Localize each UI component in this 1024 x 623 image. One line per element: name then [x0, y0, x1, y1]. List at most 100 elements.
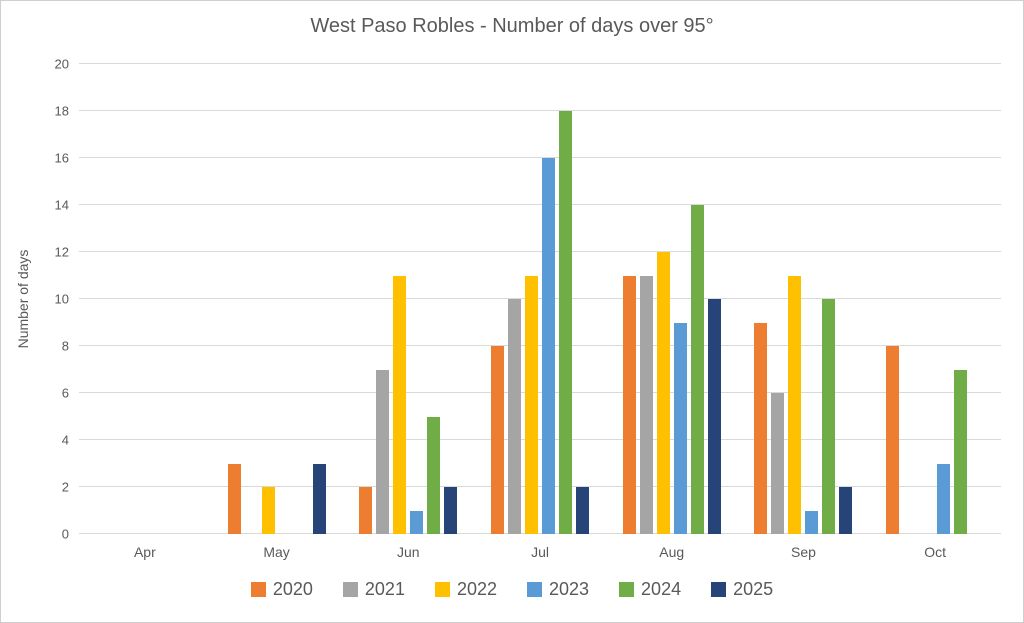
gridline [79, 251, 1001, 252]
bar-slot [410, 64, 424, 534]
legend-swatch-2024 [619, 582, 635, 597]
bar-slot [822, 64, 836, 534]
bar-slot [245, 64, 258, 534]
bar-slot [622, 64, 636, 534]
bar-2024-aug [690, 205, 704, 534]
gridline [79, 110, 1001, 111]
legend-label-2020: 2020 [272, 579, 313, 599]
bar-2023-jul [542, 158, 556, 534]
bar-slot [639, 64, 653, 534]
bar-group-jun [342, 64, 474, 534]
bar-2023-sep [805, 510, 819, 534]
gridline [79, 392, 1001, 393]
bar-slot [673, 64, 687, 534]
bar-2022-may [261, 487, 275, 534]
bar-slot [971, 64, 984, 534]
bar-slot [130, 64, 143, 534]
bar-slot [886, 64, 900, 534]
bar-slot [954, 64, 968, 534]
bar-slot [937, 64, 951, 534]
legend-label-2023: 2023 [549, 579, 590, 599]
legend-swatch-2021 [342, 582, 358, 597]
bar-slot [788, 64, 802, 534]
y-tick-label: 18 [54, 103, 69, 119]
chart-title: West Paso Robles - Number of days over 9… [310, 15, 714, 37]
legend-label-2021: 2021 [364, 579, 405, 599]
bar-2020-sep [754, 322, 768, 534]
bar-2022-aug [656, 252, 670, 534]
bar-2025-sep [839, 487, 853, 534]
bar-slot [279, 64, 292, 534]
bar-slot [576, 64, 590, 534]
bar-2020-jul [491, 346, 505, 534]
bar-group-oct [869, 64, 1001, 534]
bar-slot [376, 64, 390, 534]
bar-2022-sep [788, 275, 802, 534]
gridline [79, 439, 1001, 440]
y-tick-label: 4 [61, 432, 69, 448]
legend-item-2021: 2021 [342, 579, 405, 600]
plot-area [79, 63, 1001, 534]
bar-slot [920, 64, 933, 534]
bar-group-aug [606, 64, 738, 534]
bar-2022-jun [393, 275, 407, 534]
legend: 2020 2021 2022 2023 2024 2025 [1, 579, 1023, 600]
x-label-jul: Jul [531, 544, 549, 560]
bar-2023-oct [937, 463, 951, 534]
bar-slot [805, 64, 819, 534]
legend-label-2022: 2022 [456, 579, 497, 599]
bar-2023-aug [673, 322, 687, 534]
legend-swatch-2022 [434, 582, 450, 597]
bar-slot [227, 64, 241, 534]
bar-slot [181, 64, 194, 534]
gridline [79, 63, 1001, 64]
bar-slot [96, 64, 109, 534]
bar-2021-aug [639, 275, 653, 534]
bar-slot [508, 64, 522, 534]
bar-slot [707, 64, 721, 534]
bar-slot [296, 64, 309, 534]
y-tick-label: 6 [61, 385, 69, 401]
bar-2025-may [312, 463, 326, 534]
bar-2020-oct [886, 346, 900, 534]
x-label-sep: Sep [790, 544, 816, 560]
bar-slot [164, 64, 177, 534]
gridline [79, 345, 1001, 346]
gridline [79, 204, 1001, 205]
bar-slot [359, 64, 373, 534]
y-tick-label: 2 [61, 479, 69, 495]
x-label-oct: Oct [924, 544, 947, 560]
gridline [79, 486, 1001, 487]
legend-item-2023: 2023 [527, 579, 589, 600]
bar-slot [559, 64, 573, 534]
bar-2024-jun [427, 416, 441, 534]
bar-slot [393, 64, 407, 534]
bar-2020-may [227, 463, 241, 534]
x-label-aug: Aug [659, 544, 685, 560]
bar-2021-jul [508, 299, 522, 534]
gridline [79, 298, 1001, 299]
bar-slot [427, 64, 441, 534]
bar-2024-sep [822, 299, 836, 534]
y-axis-tick-labels: 0 2 4 6 8 10 12 14 16 18 20 [1, 57, 69, 542]
bar-2025-aug [707, 299, 721, 534]
bar-group-jul [474, 64, 606, 534]
bar-2021-sep [771, 393, 785, 534]
y-tick-label: 0 [61, 526, 69, 542]
bar-2025-jun [444, 487, 458, 534]
bar-2024-jul [559, 111, 573, 534]
legend-label-2024: 2024 [641, 579, 682, 599]
x-label-may: May [263, 544, 290, 560]
bar-2020-aug [622, 275, 636, 534]
y-tick-label: 8 [61, 338, 69, 354]
y-tick-label: 10 [54, 291, 69, 307]
bar-groups [79, 64, 1001, 534]
y-tick-label: 12 [54, 244, 69, 260]
x-axis-labels: Apr May Jun Jul Aug Sep Oct [79, 544, 1001, 560]
legend-item-2025: 2025 [711, 579, 773, 600]
bar-group-sep [738, 64, 870, 534]
bar-2024-oct [954, 369, 968, 534]
bar-slot [444, 64, 458, 534]
bar-group-may [211, 64, 343, 534]
